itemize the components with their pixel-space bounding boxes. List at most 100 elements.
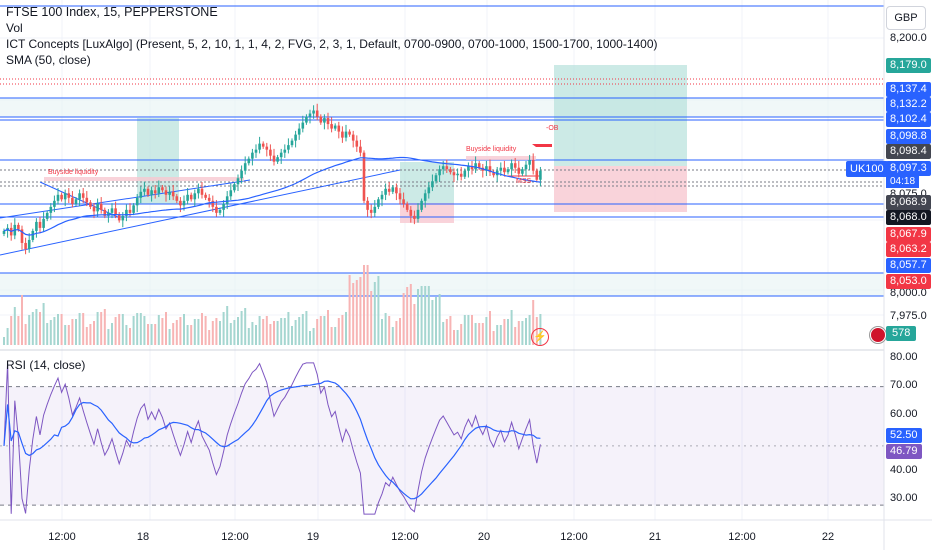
volume-bar	[499, 325, 502, 345]
volume-bar	[78, 313, 81, 345]
candle-body	[92, 206, 96, 212]
candle-body	[99, 203, 103, 210]
volume-bar	[424, 286, 427, 345]
candle-body	[182, 200, 186, 206]
candle-body	[528, 160, 531, 165]
candle-body	[420, 200, 423, 210]
volume-bar	[453, 330, 455, 345]
volume-legend[interactable]: Vol	[6, 21, 23, 35]
rsi-legend[interactable]: RSI (14, close)	[6, 358, 86, 372]
rsi-band	[0, 386, 884, 506]
buyside-liquidity-label: Buyside liquidity	[466, 146, 517, 153]
price-level-label: 8,098.4	[886, 144, 931, 159]
volume-bar	[89, 324, 92, 345]
volume-bar	[161, 318, 164, 345]
volume-bar	[467, 315, 470, 345]
volume-bar	[337, 318, 340, 345]
volume-bar	[64, 325, 67, 345]
volume-bar	[409, 284, 412, 345]
volume-bar	[46, 323, 49, 345]
candle-body	[312, 110, 315, 114]
candle-body	[359, 146, 362, 153]
sma-legend[interactable]: SMA (50, close)	[6, 53, 91, 67]
candle-body	[247, 158, 251, 164]
rsi-value-label: 46.79	[886, 444, 922, 459]
volume-bar	[283, 318, 286, 345]
price-tick: 7,975.0	[890, 310, 927, 322]
time-tick: 18	[136, 531, 150, 543]
candle-body	[35, 221, 38, 231]
volume-bar	[111, 323, 113, 345]
candle-body	[323, 118, 326, 123]
candle-body	[344, 131, 348, 138]
candle-body	[355, 140, 359, 147]
volume-bar	[211, 321, 214, 345]
volume-bar	[143, 316, 146, 345]
volume-bar	[75, 319, 77, 345]
time-tick: 21	[648, 531, 662, 543]
candle-body	[146, 188, 150, 195]
candle-body	[391, 187, 395, 192]
volume-bar	[17, 316, 20, 345]
candle-body	[402, 199, 405, 204]
volume-bar	[305, 311, 308, 345]
volume-bar	[21, 295, 23, 345]
symbol-title[interactable]: FTSE 100 Index, 15, PEPPERSTONE	[6, 5, 218, 19]
candle-body	[330, 124, 333, 129]
volume-bar	[496, 325, 499, 345]
volume-bar	[399, 318, 401, 345]
candle-body	[315, 110, 319, 117]
candle-body	[297, 128, 301, 135]
ict-indicator-legend[interactable]: ICT Concepts [LuxAlgo] (Present, 5, 2, 1…	[6, 37, 658, 51]
candle-body	[308, 113, 312, 117]
volume-bar	[348, 275, 351, 345]
volume-bar	[183, 314, 185, 345]
candle-body	[81, 193, 85, 198]
candle-body	[362, 152, 366, 201]
candle-body	[153, 190, 157, 194]
volume-bar	[190, 325, 193, 345]
candle-body	[445, 166, 449, 170]
volume-bar	[294, 320, 297, 345]
volume-bar	[471, 315, 473, 345]
time-tick: 12:00	[391, 531, 419, 543]
volume-bar	[395, 321, 398, 345]
volume-bar	[31, 312, 34, 345]
lightning-icon[interactable]: ⚡	[531, 328, 549, 346]
volume-bar	[341, 315, 344, 345]
candle-body	[56, 194, 60, 201]
candle-body	[207, 197, 211, 201]
candle-body	[319, 116, 323, 123]
volume-bar	[6, 328, 9, 345]
candle-body	[470, 166, 474, 170]
price-level-label: 8,063.2	[886, 242, 931, 257]
currency-button[interactable]: GBP	[886, 6, 926, 30]
volume-bar	[492, 331, 495, 345]
candle-body	[467, 166, 470, 171]
price-level-label: 8,137.4	[886, 82, 931, 97]
volume-bar	[298, 317, 301, 345]
volume-bar	[118, 314, 121, 345]
volume-bar	[219, 321, 221, 345]
volume-bar	[327, 310, 329, 345]
volume-bar	[168, 329, 171, 345]
volume-bar	[510, 310, 513, 345]
volume-bar	[222, 312, 225, 345]
symbol-tag[interactable]: UK100	[846, 161, 888, 177]
sma-line	[3, 156, 541, 236]
volume-bar	[406, 287, 409, 345]
volume-bar	[334, 327, 337, 345]
candle-body	[287, 145, 290, 150]
candle-body	[265, 146, 269, 150]
candle-body	[503, 167, 506, 173]
candle-body	[164, 190, 168, 195]
volume-bar	[82, 313, 85, 345]
candle-body	[269, 149, 272, 156]
candle-body	[441, 166, 445, 170]
candle-body	[2, 230, 6, 234]
candle-body	[128, 209, 132, 213]
candle-body	[222, 203, 225, 210]
ict-zones	[0, 5, 884, 297]
candle-body	[301, 122, 305, 129]
